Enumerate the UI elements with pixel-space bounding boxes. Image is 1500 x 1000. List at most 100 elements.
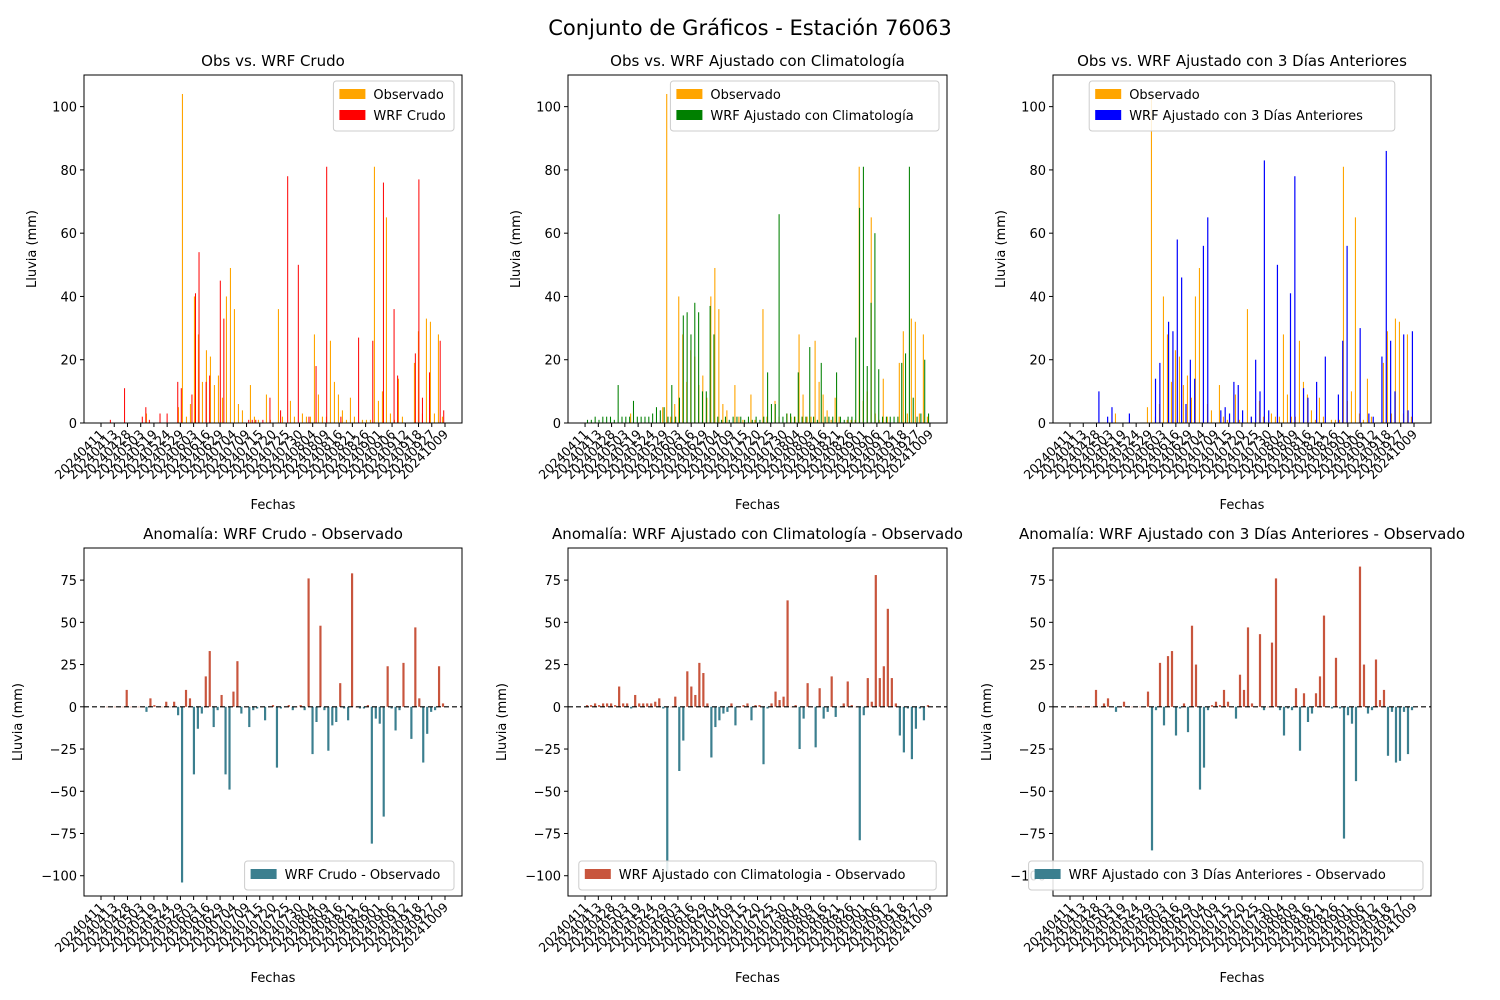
bar (806, 416, 808, 423)
bar (194, 293, 196, 423)
bar (774, 404, 776, 423)
bar (1354, 217, 1356, 423)
bar (734, 706, 737, 726)
bar (590, 419, 592, 423)
bar (755, 416, 757, 423)
x-axis-label: Fechas (1220, 971, 1265, 986)
bar (1390, 706, 1394, 712)
bar (232, 691, 235, 707)
bar (1198, 706, 1202, 790)
bar (1228, 413, 1231, 423)
bar (1298, 340, 1300, 423)
legend-label: WRF Ajustado con Climatologia - Observad… (619, 868, 906, 883)
bar (667, 416, 669, 423)
bar (1306, 706, 1310, 722)
bar (1366, 378, 1368, 423)
bar (1318, 676, 1322, 707)
bar (855, 337, 857, 423)
bar (219, 280, 221, 423)
y-tick-label: 100 (52, 101, 77, 116)
bar (173, 701, 176, 707)
bar (192, 706, 196, 775)
bar (217, 375, 220, 423)
y-tick-label: −75 (1019, 827, 1046, 842)
y-tick-label: 75 (1029, 574, 1046, 589)
panel-title: Anomalía: WRF Ajustado con 3 Días Anteri… (1019, 525, 1465, 543)
bar (713, 334, 715, 423)
bar (308, 416, 310, 423)
y-tick-label: 0 (69, 417, 77, 432)
bar (589, 705, 593, 707)
bar (241, 410, 244, 423)
bar (912, 397, 914, 423)
bar (299, 705, 302, 707)
bar (666, 93, 668, 424)
bar (640, 416, 642, 423)
bar (629, 416, 631, 423)
bar (832, 416, 834, 423)
bar (1255, 359, 1257, 423)
bar (437, 334, 439, 423)
y-tick-label: 50 (1029, 616, 1046, 631)
y-axis-label: Lluvia (mm) (11, 683, 26, 761)
bar (397, 375, 399, 423)
bar (1159, 362, 1161, 423)
bar (421, 397, 423, 423)
bar (1346, 245, 1348, 423)
bar (675, 416, 677, 423)
bar (610, 703, 613, 707)
bar (897, 416, 899, 423)
bar (1218, 705, 1222, 707)
bar (198, 252, 200, 423)
bar (710, 296, 712, 423)
bar (722, 404, 724, 423)
legend-swatch (676, 110, 703, 120)
bar (1218, 385, 1221, 423)
bar (225, 296, 228, 423)
bar (1310, 410, 1312, 423)
bar (674, 696, 677, 707)
legend-label: WRF Crudo (373, 109, 445, 124)
bar (374, 706, 377, 719)
bar (774, 691, 777, 707)
bar (1185, 404, 1187, 423)
bar (890, 678, 893, 707)
bar (275, 706, 279, 768)
bar (862, 166, 864, 423)
bar (882, 378, 884, 423)
bar (818, 688, 821, 707)
bar (1307, 397, 1309, 423)
y-tick-label: −100 (41, 870, 77, 885)
panel-1: Obs vs. WRF Crudo02040608010020240411202… (25, 52, 463, 513)
bar (698, 312, 700, 423)
bar (770, 404, 772, 423)
bar (730, 703, 733, 707)
bar (1318, 397, 1320, 423)
bar (1128, 413, 1130, 423)
y-tick-label: 40 (1029, 290, 1046, 305)
bar (814, 340, 816, 423)
bar (1111, 407, 1113, 423)
bar (347, 706, 350, 721)
bar (287, 176, 289, 423)
bar (1322, 416, 1324, 423)
y-tick-label: 25 (1029, 659, 1046, 674)
bar (1181, 277, 1183, 423)
bar (814, 706, 817, 748)
bar (802, 706, 805, 719)
bar (1381, 356, 1383, 423)
bar (770, 703, 773, 707)
bar (886, 416, 888, 423)
bar (866, 366, 868, 423)
bar (201, 381, 204, 423)
bar (1098, 391, 1100, 423)
y-tick-label: −50 (50, 785, 77, 800)
bar (908, 166, 910, 423)
y-tick-label: 75 (544, 574, 561, 589)
bar (1324, 356, 1326, 423)
y-tick-label: 0 (553, 417, 561, 432)
bar (1268, 410, 1270, 423)
bar (698, 662, 701, 707)
bar (1246, 309, 1248, 423)
bar (1222, 689, 1226, 707)
